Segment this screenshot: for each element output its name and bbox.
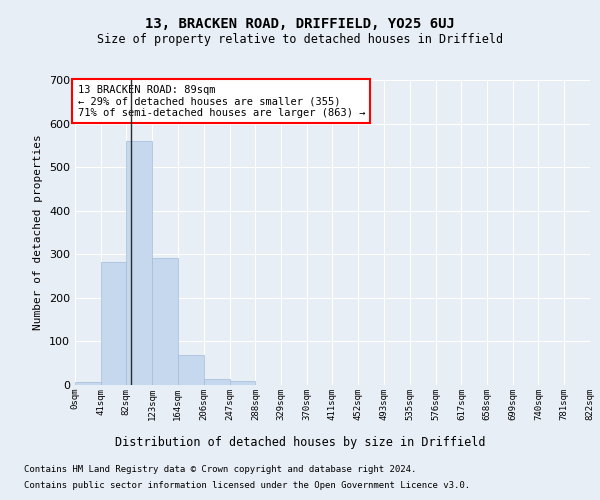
Text: Distribution of detached houses by size in Driffield: Distribution of detached houses by size …	[115, 436, 485, 449]
Bar	[152, 258, 178, 385]
Bar	[178, 355, 204, 385]
Bar	[75, 382, 101, 385]
Text: Contains HM Land Registry data © Crown copyright and database right 2024.: Contains HM Land Registry data © Crown c…	[24, 466, 416, 474]
Bar	[230, 380, 256, 385]
Text: 13, BRACKEN ROAD, DRIFFIELD, YO25 6UJ: 13, BRACKEN ROAD, DRIFFIELD, YO25 6UJ	[145, 18, 455, 32]
Bar	[127, 141, 152, 385]
Text: Size of property relative to detached houses in Driffield: Size of property relative to detached ho…	[97, 32, 503, 46]
Text: Contains public sector information licensed under the Open Government Licence v3: Contains public sector information licen…	[24, 480, 470, 490]
Bar	[204, 379, 230, 385]
Text: 13 BRACKEN ROAD: 89sqm
← 29% of detached houses are smaller (355)
71% of semi-de: 13 BRACKEN ROAD: 89sqm ← 29% of detached…	[77, 84, 365, 118]
Y-axis label: Number of detached properties: Number of detached properties	[34, 134, 43, 330]
Bar	[101, 262, 127, 385]
